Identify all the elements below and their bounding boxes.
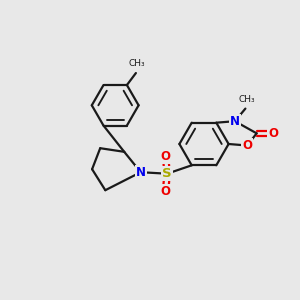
Text: O: O xyxy=(160,150,171,163)
Text: O: O xyxy=(268,127,278,140)
Text: O: O xyxy=(160,184,171,198)
Text: N: N xyxy=(136,166,146,179)
Text: CH₃: CH₃ xyxy=(128,58,145,68)
Text: CH₃: CH₃ xyxy=(238,95,255,104)
Text: S: S xyxy=(162,167,172,180)
Text: O: O xyxy=(242,139,252,152)
Text: N: N xyxy=(230,115,240,128)
